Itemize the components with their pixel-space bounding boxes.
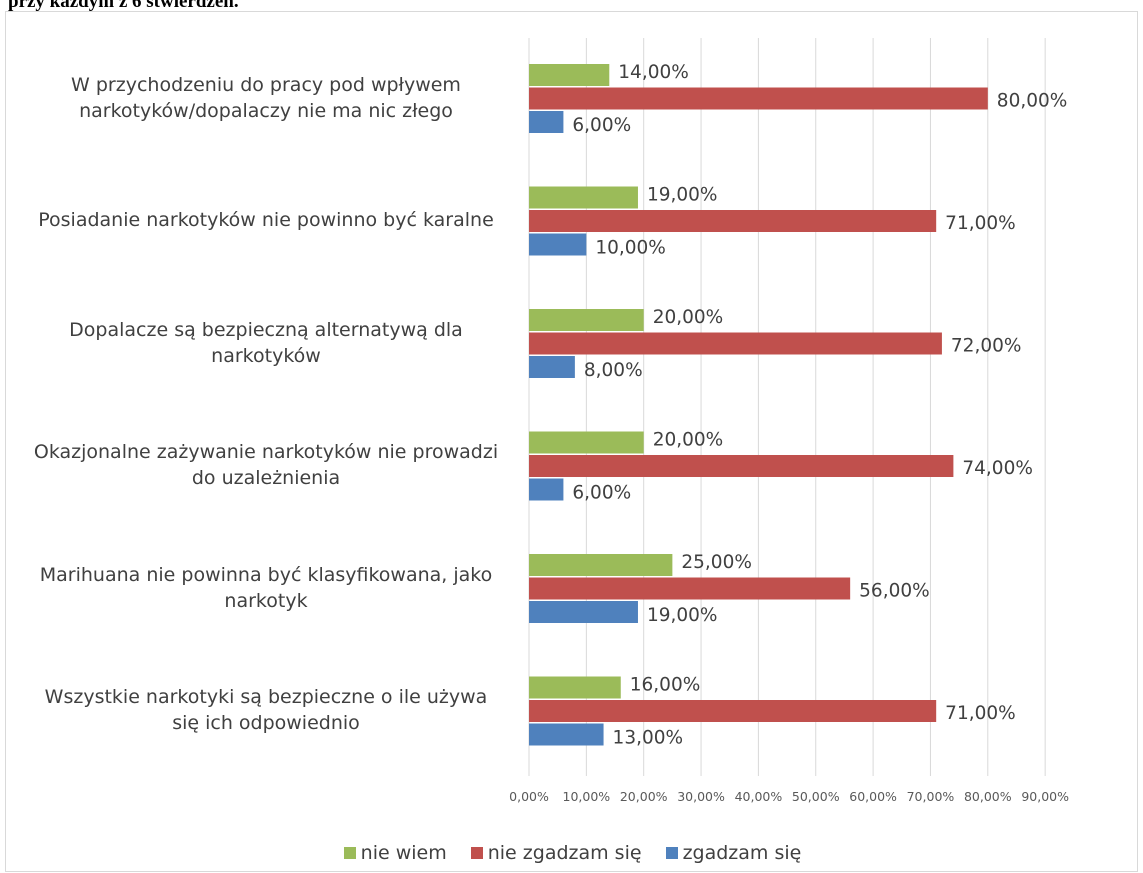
category-label: Marihuana nie powinna być klasyfikowana,… [6, 562, 526, 614]
category-label-line: Wszystkie narkotyki są bezpieczne o ile … [44, 686, 488, 708]
category-label: Wszystkie narkotyki są bezpieczne o ile … [6, 684, 526, 736]
bar-nie-wiem [529, 64, 610, 86]
bar-zgadzam-się [529, 601, 638, 623]
data-label: 74,00% [962, 458, 1033, 479]
category-label-line: narkotyków/dopalaczy nie ma nic złego [79, 99, 453, 122]
x-tick-label: 90,00% [1021, 789, 1069, 804]
data-label: 71,00% [945, 703, 1016, 724]
data-label: 14,00% [618, 62, 689, 83]
bar-zgadzam-się [529, 478, 564, 501]
bar-nie-zgadzam-się [529, 700, 937, 722]
category-label-line: W przychodzeniu do pracy pod wpływem [71, 73, 461, 96]
bar-nie-wiem [529, 431, 644, 454]
data-label: 20,00% [653, 430, 724, 451]
data-label: 56,00% [859, 581, 930, 602]
bar-zgadzam-się [529, 111, 564, 133]
bar-zgadzam-się [529, 233, 587, 256]
category-label-line: Okazjonalne zażywanie narkotyków nie pro… [33, 441, 499, 463]
data-label: 6,00% [572, 115, 631, 136]
data-label: 19,00% [647, 185, 718, 206]
category-label-line: narkotyk [224, 589, 308, 612]
bar-zgadzam-się [529, 356, 575, 378]
category-label: Dopalacze są bezpieczną alternatywą dla n… [6, 317, 526, 369]
x-tick-label: 10,00% [563, 789, 611, 804]
data-label: 25,00% [681, 552, 752, 573]
bar-nie-wiem [529, 186, 638, 209]
x-tick-label: 50,00% [792, 789, 840, 804]
data-label: 8,00% [584, 360, 643, 381]
category-label: Posiadanie narkotyków nie powinno być ka… [6, 207, 526, 233]
bar-nie-zgadzam-się [529, 577, 851, 600]
legend-swatch [343, 847, 356, 859]
bar-nie-zgadzam-się [529, 87, 988, 110]
legend-item: nie zgadzam się [470, 842, 642, 864]
x-tick-label: 40,00% [735, 789, 783, 804]
data-label: 16,00% [630, 675, 701, 696]
caption-fragment: przy każdym z 6 stwierdzeń. [8, 0, 239, 12]
bar-nie-zgadzam-się [529, 455, 954, 477]
data-label: 71,00% [945, 213, 1016, 234]
legend-label: nie wiem [360, 842, 447, 864]
chart-frame: W przychodzeniu do pracy pod wpływem nark… [5, 11, 1138, 872]
bar-nie-wiem [529, 554, 673, 576]
category-label: Okazjonalne zażywanie narkotyków nie pro… [6, 439, 526, 491]
data-label: 19,00% [647, 605, 718, 626]
category-label-line: się ich odpowiednio [172, 712, 360, 734]
bar-nie-wiem [529, 676, 621, 699]
x-tick-label: 70,00% [907, 789, 955, 804]
legend-label: zgadzam się [682, 842, 802, 864]
category-label-line: do uzależnienia [191, 467, 341, 489]
data-label: 20,00% [653, 307, 724, 328]
category-label-line: narkotyków [211, 344, 321, 367]
bar-zgadzam-się [529, 723, 604, 746]
x-tick-label: 30,00% [677, 789, 725, 804]
legend-item: nie wiem [343, 842, 447, 864]
bar-nie-zgadzam-się [529, 210, 937, 232]
data-label: 10,00% [595, 238, 666, 259]
x-tick-label: 60,00% [849, 789, 897, 804]
legend-swatch [470, 847, 483, 859]
legend-label: nie zgadzam się [487, 842, 642, 864]
category-label: W przychodzeniu do pracy pod wpływem nark… [6, 72, 526, 124]
data-label: 6,00% [572, 483, 631, 504]
x-tick-label: 80,00% [964, 789, 1012, 804]
data-label: 80,00% [997, 91, 1068, 112]
x-tick-label: 20,00% [620, 789, 668, 804]
x-tick-label: 0,00% [509, 789, 549, 804]
category-label-line: Marihuana nie powinna być klasyfikowana,… [39, 563, 493, 586]
category-label-line: Posiadanie narkotyków nie powinno być ka… [38, 209, 494, 231]
legend-item: zgadzam się [665, 842, 802, 864]
legend-swatch [665, 847, 678, 859]
data-label: 72,00% [951, 336, 1022, 357]
category-label-line: Dopalacze są bezpieczną alternatywą dla [69, 318, 463, 341]
bar-nie-wiem [529, 309, 644, 331]
bar-chart: 0,00% 10,00% 20,00% 30,00% 40,00% 50,00% 60,00… [509, 38, 1069, 804]
data-label: 13,00% [613, 728, 684, 749]
legend: nie wiem nie zgadzam się zgadzam się [6, 842, 1139, 864]
bar-nie-zgadzam-się [529, 332, 942, 355]
